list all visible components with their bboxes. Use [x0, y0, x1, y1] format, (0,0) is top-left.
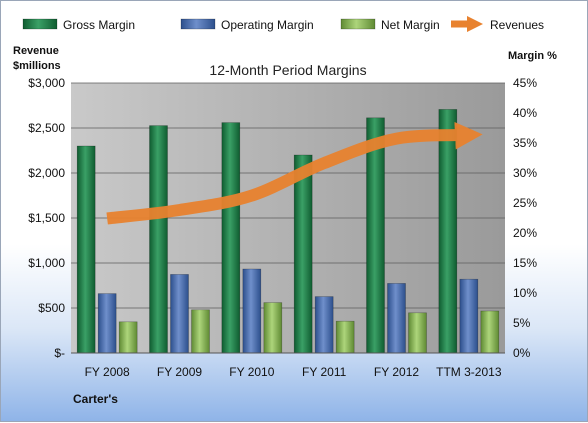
right-tick-label: 30%	[513, 166, 537, 180]
operating-margin-bar	[314, 296, 334, 354]
net-margin-bar	[118, 321, 138, 354]
left-tick-label: $500	[38, 301, 65, 315]
right-tick-label: 0%	[513, 346, 531, 360]
right-tick-label: 45%	[513, 76, 537, 90]
x-tick-label: FY 2010	[229, 365, 274, 379]
gross-margin-bar	[293, 154, 313, 354]
x-tick-label: FY 2009	[157, 365, 202, 379]
chart-title: 12-Month Period Margins	[209, 62, 366, 78]
right-tick-label: 10%	[513, 286, 537, 300]
left-tick-label: $1,000	[28, 256, 65, 270]
legend-net-margin-swatch	[340, 18, 376, 30]
left-tick-label: $2,500	[28, 121, 65, 135]
axes: $- $500 $1,000 $1,500 $2,000 $2,500 $3,000 0% 5%…	[28, 76, 537, 379]
gross-margin-bar	[76, 145, 96, 354]
legend: Gross Margin Operating Margin Net Margin Re…	[22, 15, 544, 33]
operating-margin-bar	[242, 268, 262, 354]
gross-margin-bar	[149, 125, 168, 354]
net-margin-bar	[480, 310, 500, 354]
right-axis-label: Margin %	[508, 50, 557, 62]
legend-gross-margin-swatch	[22, 18, 58, 30]
operating-margin-bar	[170, 274, 189, 354]
x-tick-label: TTM 3-2013	[436, 365, 502, 379]
bars	[76, 109, 500, 354]
left-tick-label: $-	[54, 346, 65, 360]
left-tick-label: $2,000	[28, 166, 65, 180]
right-tick-label: 5%	[513, 316, 531, 330]
gross-margin-bar	[438, 109, 458, 354]
x-tick-label: FY 2012	[374, 365, 419, 379]
right-tick-label: 15%	[513, 256, 537, 270]
left-axis-label-line1: Revenue	[13, 45, 59, 57]
left-axis-label-line2: $millions	[13, 60, 61, 72]
legend-net-margin-label: Net Margin	[381, 18, 440, 32]
legend-operating-margin-swatch	[180, 18, 216, 30]
x-tick-label: FY 2008	[85, 365, 130, 379]
legend-revenues-label: Revenues	[490, 18, 544, 32]
gross-margin-bar	[221, 122, 241, 354]
left-tick-label: $3,000	[28, 76, 65, 90]
operating-margin-bar	[459, 278, 479, 354]
right-tick-label: 20%	[513, 226, 537, 240]
operating-margin-bar	[97, 293, 117, 354]
right-tick-label: 35%	[513, 136, 537, 150]
revenues-line-group	[106, 121, 483, 225]
revenues-line	[106, 121, 483, 225]
legend-gross-margin-label: Gross Margin	[63, 18, 135, 32]
net-margin-bar	[335, 320, 355, 354]
net-margin-bar	[408, 312, 427, 354]
right-tick-label: 25%	[513, 196, 537, 210]
gross-margin-bar	[366, 117, 385, 354]
legend-operating-margin-label: Operating Margin	[221, 18, 314, 32]
x-tick-label: FY 2011	[302, 365, 347, 379]
net-margin-bar	[191, 309, 210, 354]
right-tick-label: 40%	[513, 106, 537, 120]
left-tick-label: $1,500	[28, 211, 65, 225]
footer-label: Carter's	[73, 392, 118, 406]
operating-margin-bar	[387, 283, 406, 354]
net-margin-bar	[263, 302, 283, 354]
